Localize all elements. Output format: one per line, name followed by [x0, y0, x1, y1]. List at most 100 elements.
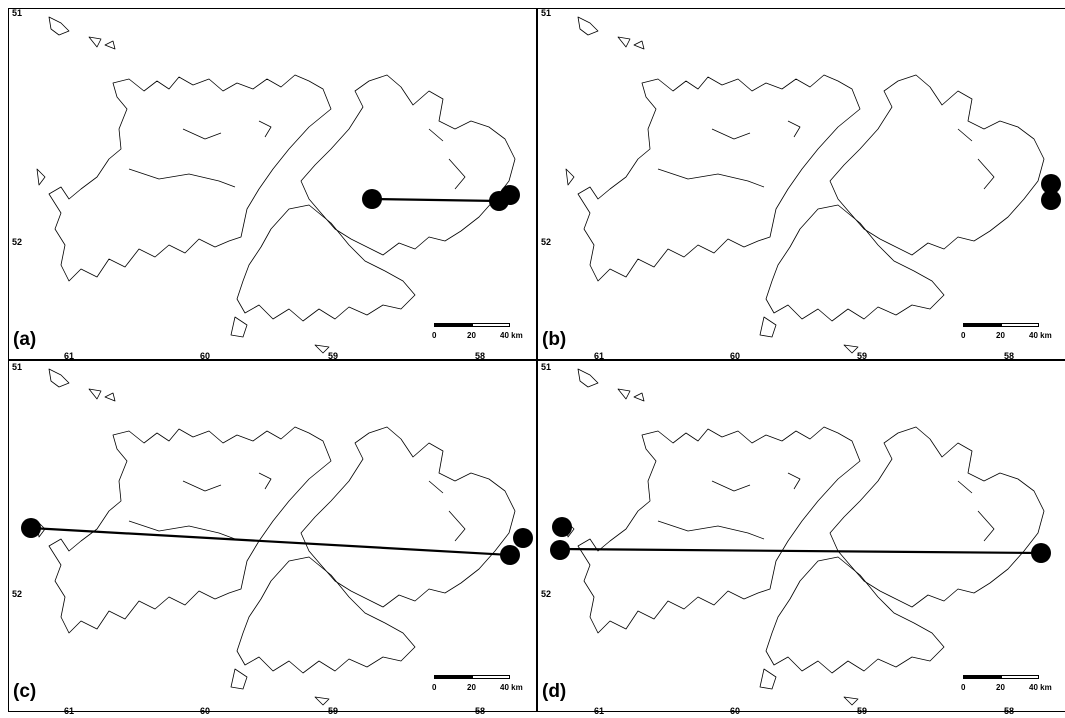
coast-outline [258, 472, 272, 490]
coast-outline [977, 158, 995, 190]
coast-outline [657, 168, 765, 188]
coast-outline [48, 16, 70, 36]
coast-outline [48, 426, 332, 634]
coast-outline [787, 472, 801, 490]
longitude-label: 61 [594, 351, 605, 361]
coast-outline [314, 696, 330, 706]
route-point [552, 517, 572, 537]
route-point [550, 540, 570, 560]
route-point [362, 189, 382, 209]
coast-outline [230, 668, 248, 690]
coast-outline [428, 128, 444, 142]
coastline [36, 368, 516, 706]
latitude-label: 52 [541, 589, 552, 599]
longitude-label: 60 [730, 351, 741, 361]
coast-outline [448, 158, 466, 190]
coast-outline [765, 556, 945, 674]
longitude-label: 58 [1004, 706, 1015, 716]
map-panel-d: 51 52 (d) 0 20 40 km [537, 360, 1065, 712]
map-panel-a: 51 52 (a) 0 20 40 km [8, 8, 537, 360]
coast-outline [48, 74, 332, 282]
route-point [1041, 190, 1061, 210]
coast-outline [711, 128, 751, 140]
panel-label: (a) [13, 329, 37, 350]
panel-label: (c) [13, 681, 37, 702]
coast-outline [843, 344, 859, 354]
coast-outline [843, 696, 859, 706]
longitude-label: 60 [200, 351, 211, 361]
coast-outline [633, 392, 645, 402]
coastline [565, 16, 1045, 354]
coast-outline [957, 480, 973, 494]
route-point [1041, 174, 1061, 194]
scale-tick: 20 [467, 331, 476, 340]
latitude-label: 52 [12, 237, 23, 247]
map-panel-b: 51 52 (b) 0 20 40 km [537, 8, 1065, 360]
scale-tick: 0 [432, 331, 437, 340]
panel-label: (b) [542, 329, 567, 350]
coast-outline [104, 392, 116, 402]
coast-outline [565, 168, 575, 186]
coast-outline [711, 480, 751, 492]
scale-segment [472, 323, 510, 327]
route-point [500, 545, 520, 565]
coast-outline [657, 520, 765, 540]
coast-outline [128, 520, 236, 540]
scale-tick: 20 [467, 683, 476, 692]
scale-segment [434, 323, 472, 327]
scale-segment [434, 675, 472, 679]
scale-bar: 0 20 40 km [961, 675, 1057, 695]
coast-outline [182, 480, 222, 492]
coast-outline [577, 74, 861, 282]
coast-outline [577, 426, 861, 634]
coast-outline [428, 480, 444, 494]
coast-outline [577, 368, 599, 388]
longitude-label: 60 [730, 706, 741, 716]
longitude-label: 61 [64, 706, 75, 716]
scale-segment [1001, 675, 1039, 679]
coast-outline [300, 426, 516, 608]
coast-outline [36, 168, 46, 186]
coast-outline [236, 204, 416, 322]
coast-outline [829, 74, 1045, 256]
coast-outline [230, 316, 248, 338]
scale-bar: 0 20 40 km [432, 675, 528, 695]
longitude-label: 58 [475, 706, 486, 716]
coast-outline [314, 344, 330, 354]
coast-outline [633, 40, 645, 50]
latitude-label: 51 [541, 362, 552, 372]
longitude-label: 59 [857, 351, 868, 361]
scale-segment [963, 323, 1001, 327]
coast-outline [577, 16, 599, 36]
scale-tick: 40 km [500, 331, 523, 340]
longitude-label: 58 [1004, 351, 1015, 361]
coast-outline [88, 36, 102, 48]
route-point [500, 185, 520, 205]
map-canvas [21, 368, 533, 706]
coast-outline [787, 120, 801, 138]
coast-outline [182, 128, 222, 140]
coast-outline [104, 40, 116, 50]
longitude-label: 61 [64, 351, 75, 361]
coast-outline [759, 316, 777, 338]
scale-tick: 20 [996, 683, 1005, 692]
scale-segment [963, 675, 1001, 679]
coast-outline [258, 120, 272, 138]
coast-outline [617, 388, 631, 400]
coastline [36, 16, 516, 354]
coast-outline [128, 168, 236, 188]
longitude-label: 58 [475, 351, 486, 361]
longitude-label: 60 [200, 706, 211, 716]
scale-bar: 0 20 40 km [961, 323, 1057, 343]
coast-outline [88, 388, 102, 400]
scale-segment [472, 675, 510, 679]
panel-label: (d) [542, 681, 567, 702]
route-point [513, 528, 533, 548]
map-panel-c: 51 52 (c) 0 20 40 km [8, 360, 537, 712]
scale-tick: 40 km [1029, 683, 1052, 692]
route-point [21, 518, 41, 538]
coast-outline [957, 128, 973, 142]
scale-tick: 40 km [500, 683, 523, 692]
coast-outline [448, 510, 466, 542]
